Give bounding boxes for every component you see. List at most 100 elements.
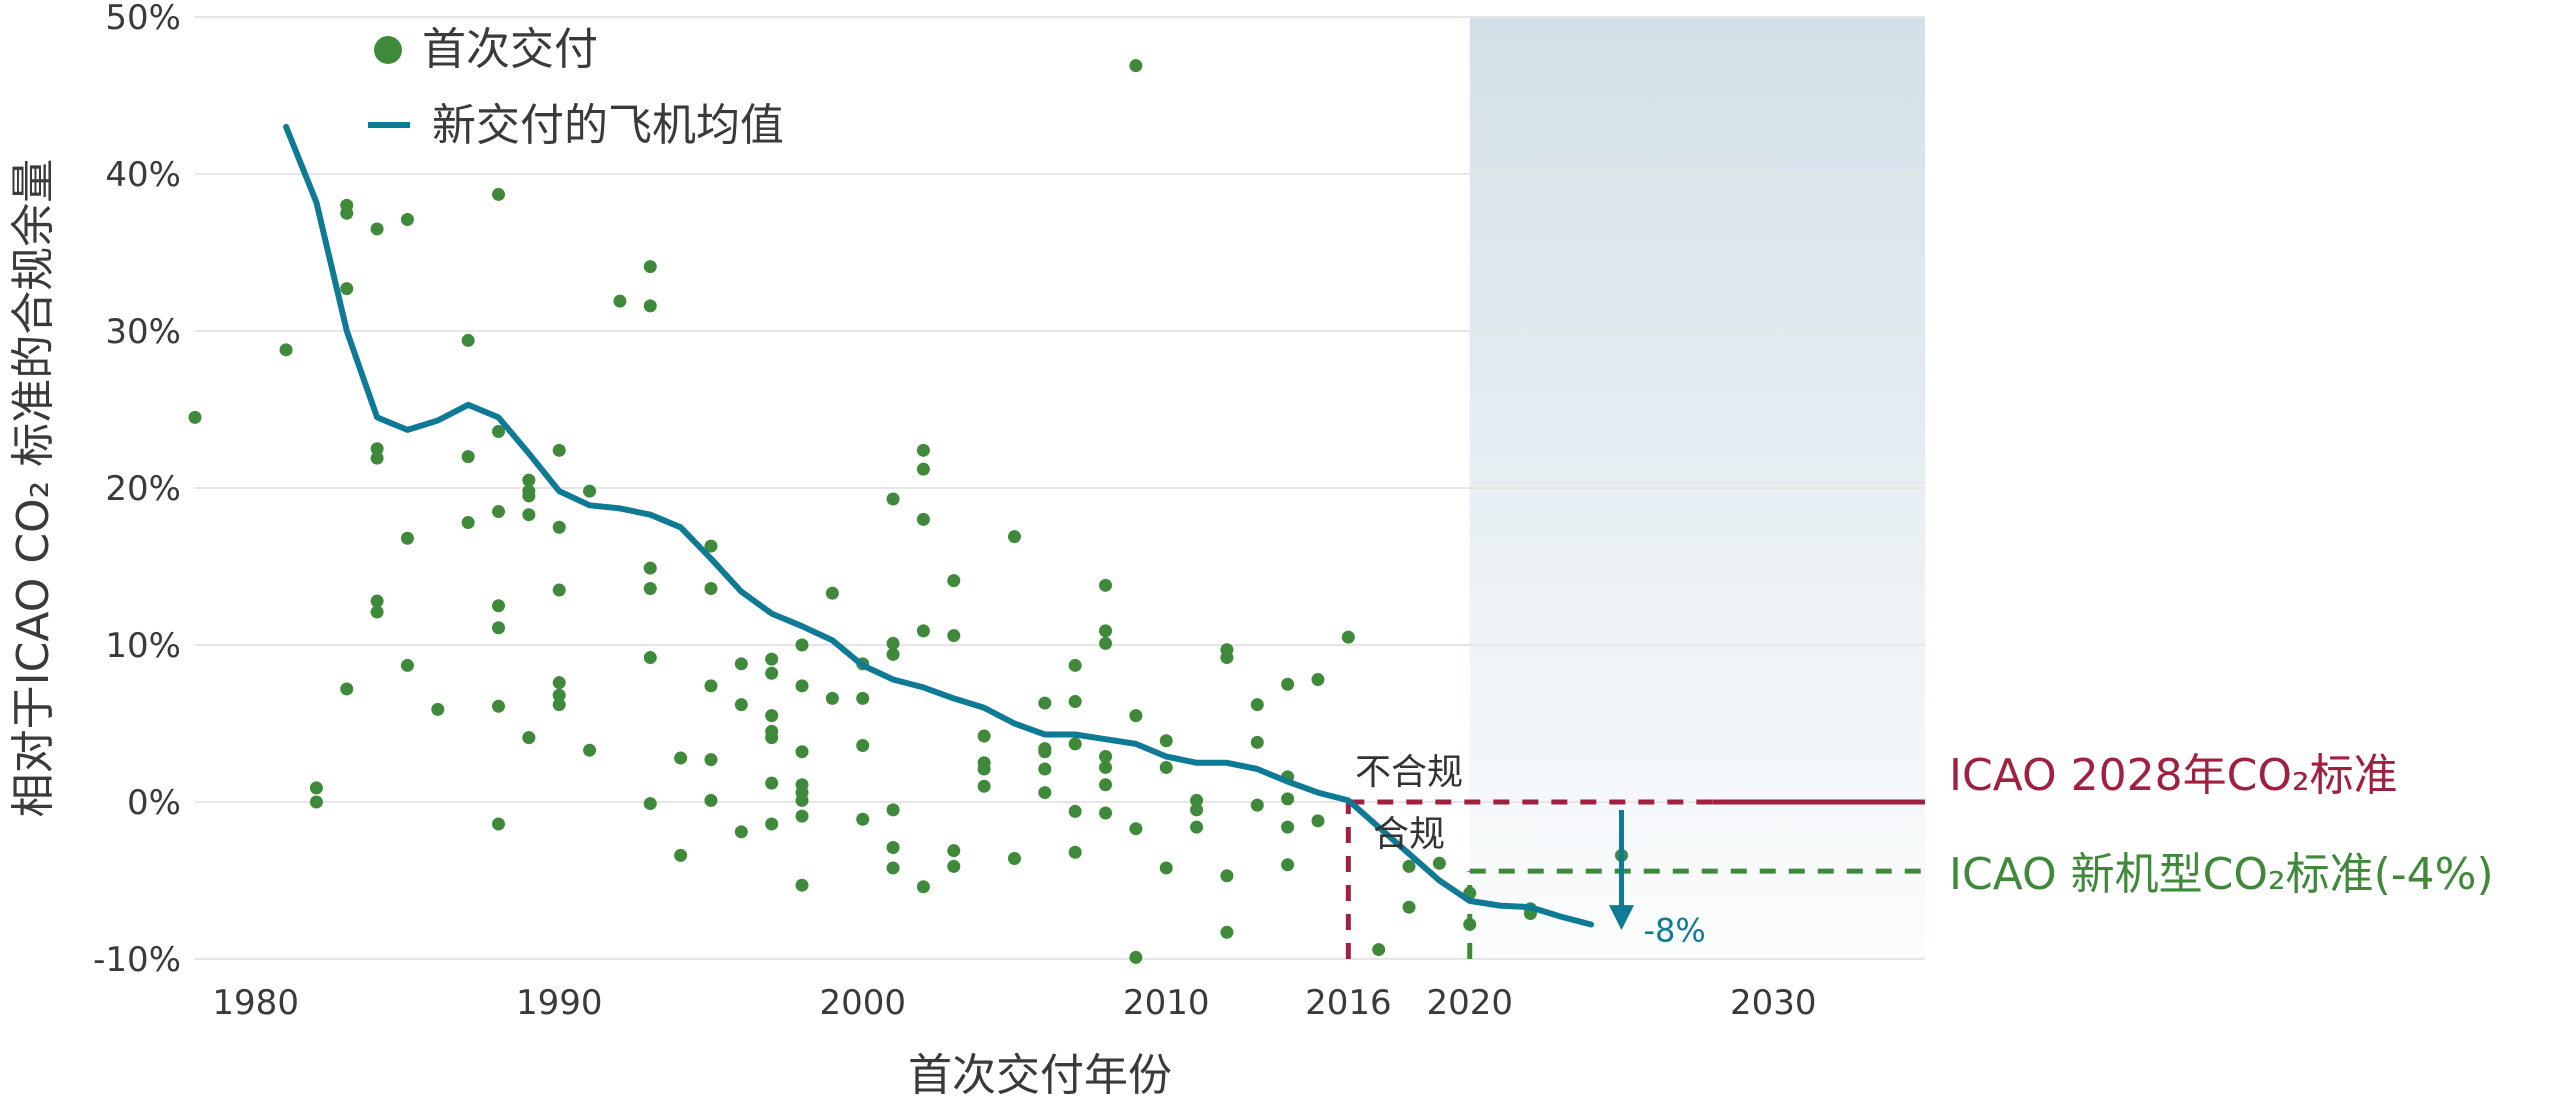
- scatter-point: [886, 636, 900, 650]
- scatter-point: [492, 621, 506, 635]
- scatter-point: [1099, 624, 1113, 638]
- scatter-point: [522, 489, 536, 503]
- scatter-point: [643, 561, 657, 575]
- scatter-point: [916, 624, 930, 638]
- y-tick-label: 20%: [105, 469, 181, 509]
- legend-label-average: 新交付的飞机均值: [432, 100, 784, 151]
- scatter-point: [1038, 696, 1052, 710]
- scatter-point: [370, 222, 384, 236]
- scatter-point: [1159, 760, 1173, 774]
- scatter-point: [643, 260, 657, 274]
- scatter-point: [1402, 859, 1416, 873]
- scatter-point: [1099, 749, 1113, 763]
- scatter-point: [1007, 852, 1021, 866]
- scatter-point: [613, 294, 627, 308]
- scatter-point: [643, 651, 657, 665]
- y-tick-label: 10%: [105, 626, 181, 666]
- scatter-point: [947, 574, 961, 588]
- scatter-point: [765, 666, 779, 680]
- scatter-point: [765, 817, 779, 831]
- x-tick-label: 2010: [1123, 983, 1210, 1023]
- scatter-point: [309, 795, 323, 809]
- average-line: [283, 123, 1595, 928]
- scatter-point: [795, 793, 809, 807]
- scatter-point: [916, 443, 930, 457]
- scatter-point: [340, 282, 354, 296]
- scatter-point: [552, 688, 566, 702]
- scatter-point: [734, 657, 748, 671]
- scatter-point: [795, 809, 809, 823]
- scatter-point: [1068, 658, 1082, 672]
- scatter-point: [1038, 745, 1052, 759]
- scatter-point: [1099, 806, 1113, 820]
- scatter-point: [1250, 798, 1264, 812]
- scatter-point: [643, 299, 657, 313]
- scatter-point: [492, 505, 506, 519]
- scatter-point: [704, 539, 718, 553]
- scatter-point: [400, 531, 414, 545]
- scatter-point: [977, 729, 991, 743]
- scatter-point: [1038, 786, 1052, 800]
- reference-lines: [1345, 799, 1925, 959]
- scatter-point: [340, 206, 354, 220]
- scatter-point: [795, 638, 809, 652]
- scatter-point: [734, 825, 748, 839]
- scatter-point: [795, 745, 809, 759]
- axes: -10% 0% 10% 20% 30% 40% 50% 1980 1990 2000 2010 201…: [8, 0, 1817, 1101]
- scatter-point: [947, 859, 961, 873]
- non-compliant-label: 不合规: [1355, 752, 1463, 793]
- scatter-point: [643, 797, 657, 811]
- scatter-point: [916, 880, 930, 894]
- scatter-point: [1068, 737, 1082, 751]
- scatter-point: [309, 781, 323, 795]
- scatter-point: [1190, 793, 1204, 807]
- scatter-point: [1402, 900, 1416, 914]
- scatter-point: [1068, 845, 1082, 859]
- scatter-point: [1220, 869, 1234, 883]
- scatter-point: [704, 581, 718, 595]
- reduction-arrow-label: -8%: [1643, 912, 1705, 950]
- scatter-point: [1432, 856, 1446, 870]
- y-tick-label: 0%: [127, 783, 181, 823]
- scatter-point: [795, 679, 809, 693]
- x-tick-label: 1980: [212, 983, 299, 1023]
- scatter-point: [1038, 762, 1052, 776]
- scatter-point: [734, 698, 748, 712]
- scatter-point: [1129, 950, 1143, 964]
- scatter-point: [1099, 578, 1113, 592]
- scatter-point: [552, 676, 566, 690]
- scatter-point: [279, 343, 293, 357]
- scatter-point: [674, 751, 688, 765]
- scatter-point: [1129, 59, 1143, 73]
- standard-2028-label: ICAO 2028年CO₂标准: [1949, 750, 2398, 801]
- x-tick-label: 2030: [1730, 983, 1817, 1023]
- scatter-point: [765, 709, 779, 723]
- scatter-point: [886, 647, 900, 661]
- scatter-point: [188, 410, 202, 424]
- scatter-point: [825, 691, 839, 705]
- scatter-point: [643, 581, 657, 595]
- scatter-point: [461, 450, 475, 464]
- scatter-point: [1341, 630, 1355, 644]
- scatter-point: [1220, 651, 1234, 665]
- scatter-point: [825, 586, 839, 600]
- scatter-point: [765, 652, 779, 666]
- scatter-point: [1311, 814, 1325, 828]
- scatter-point: [1159, 734, 1173, 748]
- x-tick-label: 2016: [1305, 983, 1392, 1023]
- scatter-point: [1099, 778, 1113, 792]
- scatter-point: [1190, 820, 1204, 834]
- scatter-point: [1372, 943, 1386, 957]
- scatter-point: [492, 699, 506, 713]
- scatter-point: [370, 451, 384, 465]
- scatter-point: [1099, 636, 1113, 650]
- scatter-point: [340, 682, 354, 696]
- scatter-point: [1281, 677, 1295, 691]
- scatter-point: [431, 702, 445, 716]
- scatter-point: [886, 492, 900, 506]
- x-tick-label: 2020: [1426, 983, 1513, 1023]
- scatter-point: [886, 841, 900, 855]
- scatter-point: [977, 779, 991, 793]
